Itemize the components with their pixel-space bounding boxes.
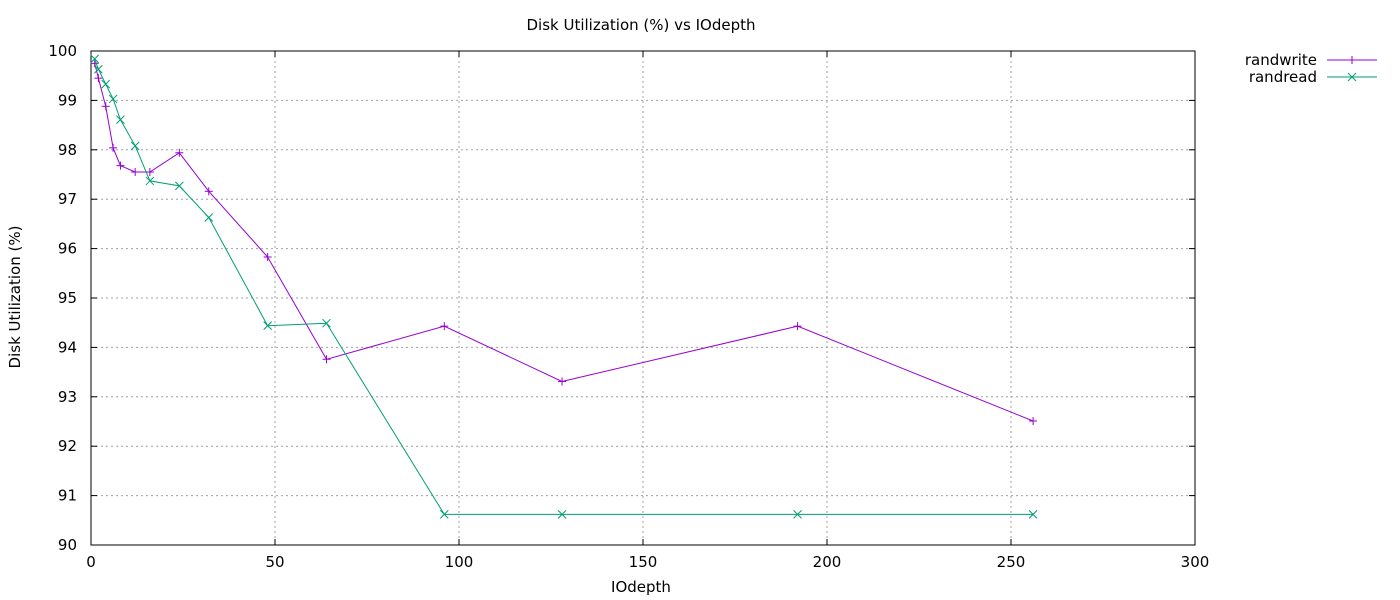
data-point-randread xyxy=(204,213,214,222)
y-tick-label: 97 xyxy=(58,190,77,208)
legend-label-randread: randread xyxy=(1249,68,1317,86)
series-line-randwrite xyxy=(94,63,1034,422)
y-tick-label: 93 xyxy=(58,388,77,406)
series-layer xyxy=(90,54,1038,519)
legend-label-randwrite: randwrite xyxy=(1245,51,1317,69)
y-tick-label: 91 xyxy=(58,487,77,505)
x-tick-label: 50 xyxy=(265,553,284,571)
y-tick-label: 99 xyxy=(58,91,77,109)
x-tick-label: 250 xyxy=(997,553,1026,571)
data-point-randwrite xyxy=(145,168,154,177)
x-axis-label: IOdepth xyxy=(611,578,671,596)
data-point-randread xyxy=(108,94,118,104)
legend-marker-randread xyxy=(1347,72,1357,82)
data-point-randread xyxy=(557,510,567,519)
data-point-randread xyxy=(174,181,184,191)
data-point-randread xyxy=(130,141,140,151)
data-point-randwrite xyxy=(116,161,125,170)
y-tick-label: 92 xyxy=(58,437,77,455)
data-point-randwrite xyxy=(1029,417,1038,426)
data-point-randread xyxy=(145,176,155,186)
y-tick-label: 94 xyxy=(58,338,77,356)
data-point-randread xyxy=(90,54,100,64)
grid-lines xyxy=(91,51,1195,545)
data-point-randwrite xyxy=(204,187,213,196)
y-axis-label: Disk Utilization (%) xyxy=(6,226,24,369)
data-point-randread xyxy=(263,321,272,331)
data-point-randread xyxy=(1028,510,1038,519)
y-tick-label: 95 xyxy=(58,289,77,307)
data-point-randread xyxy=(793,510,802,519)
x-tick-label: 150 xyxy=(629,553,658,571)
data-point-randread xyxy=(116,115,125,125)
data-point-randwrite xyxy=(793,322,802,331)
chart-title: Disk Utilization (%) vs IOdepth xyxy=(527,16,756,34)
data-point-randwrite xyxy=(175,148,184,157)
y-tick-label: 96 xyxy=(58,240,77,258)
x-tick-label: 0 xyxy=(86,553,96,571)
y-tick-label: 98 xyxy=(58,141,77,159)
y-tick-label: 90 xyxy=(58,536,77,554)
data-point-randwrite xyxy=(94,74,103,83)
y-tick-label: 100 xyxy=(48,42,77,60)
data-point-randwrite xyxy=(109,143,118,152)
data-point-randwrite xyxy=(440,322,449,331)
data-point-randread xyxy=(439,510,449,519)
series-randwrite xyxy=(90,59,1038,426)
x-tick-label: 200 xyxy=(813,553,842,571)
data-point-randwrite xyxy=(558,377,567,386)
legend-marker-randwrite xyxy=(1348,56,1356,64)
data-point-randwrite xyxy=(322,355,331,364)
axis-ticks: 90 91 92 93 94 95 96 97 98 99 100 0 50 100 150 200 250 30… xyxy=(48,42,1209,571)
series-randread xyxy=(90,54,1038,519)
x-tick-label: 100 xyxy=(445,553,474,571)
data-point-randwrite xyxy=(263,252,272,261)
data-point-randwrite xyxy=(101,102,110,111)
data-point-randread xyxy=(101,79,111,89)
data-point-randread xyxy=(94,64,103,74)
data-point-randread xyxy=(322,318,331,328)
data-point-randwrite xyxy=(131,168,140,177)
x-tick-label: 300 xyxy=(1181,553,1210,571)
